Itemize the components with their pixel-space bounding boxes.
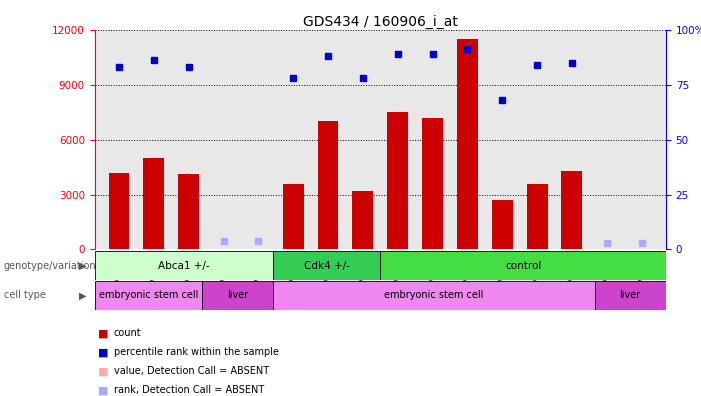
Bar [457, 39, 478, 249]
Bar [318, 121, 339, 249]
Text: embryonic stem cell: embryonic stem cell [384, 290, 484, 301]
Text: rank, Detection Call = ABSENT: rank, Detection Call = ABSENT [114, 385, 264, 396]
Text: Abca1 +/-: Abca1 +/- [158, 261, 210, 271]
Bar [562, 171, 583, 249]
Bar [387, 112, 408, 249]
Bar [380, 251, 666, 280]
Text: ■: ■ [98, 366, 109, 377]
Text: genotype/variation: genotype/variation [4, 261, 96, 271]
Text: ■: ■ [98, 385, 109, 396]
Text: Cdk4 +/-: Cdk4 +/- [304, 261, 350, 271]
Bar [273, 281, 594, 310]
Bar [422, 118, 443, 249]
Bar [144, 158, 164, 249]
Bar [202, 281, 273, 310]
Text: count: count [114, 328, 141, 339]
Text: cell type: cell type [4, 290, 46, 301]
Text: liver: liver [227, 290, 248, 301]
Bar [526, 183, 547, 249]
Text: ▶: ▶ [79, 261, 86, 271]
Text: ■: ■ [98, 347, 109, 358]
Text: ■: ■ [98, 328, 109, 339]
Text: ▶: ▶ [79, 290, 86, 301]
Bar [178, 174, 199, 249]
Text: liver: liver [620, 290, 641, 301]
Bar [109, 173, 130, 249]
Bar [273, 251, 380, 280]
Bar [594, 281, 666, 310]
Text: control: control [505, 261, 541, 271]
Text: embryonic stem cell: embryonic stem cell [99, 290, 198, 301]
Title: GDS434 / 160906_i_at: GDS434 / 160906_i_at [303, 15, 458, 29]
Text: value, Detection Call = ABSENT: value, Detection Call = ABSENT [114, 366, 268, 377]
Bar [492, 200, 512, 249]
Bar [95, 281, 202, 310]
Bar [283, 183, 304, 249]
Bar [95, 251, 273, 280]
Text: percentile rank within the sample: percentile rank within the sample [114, 347, 278, 358]
Bar [353, 191, 374, 249]
